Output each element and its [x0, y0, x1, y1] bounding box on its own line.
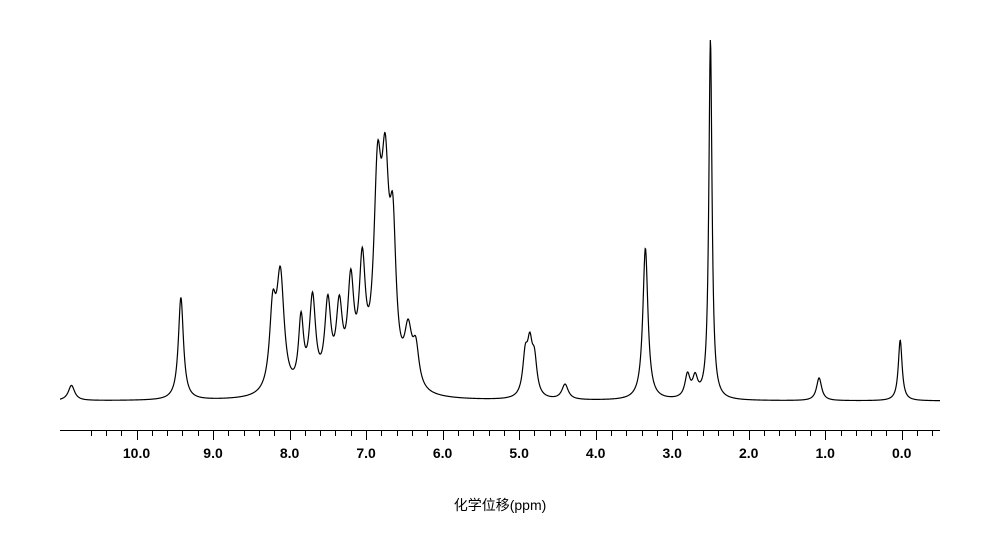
minor-tick — [810, 430, 811, 436]
major-tick — [519, 430, 520, 440]
minor-tick — [412, 430, 413, 436]
minor-tick — [718, 430, 719, 436]
major-tick — [596, 430, 597, 440]
major-tick — [825, 430, 826, 440]
minor-tick — [703, 430, 704, 436]
spectrum-svg — [60, 40, 940, 420]
tick-label: 8.0 — [280, 445, 299, 461]
minor-tick — [473, 430, 474, 436]
minor-tick — [351, 430, 352, 436]
minor-tick — [381, 430, 382, 436]
minor-tick — [228, 430, 229, 436]
minor-tick — [198, 430, 199, 436]
tick-label: 2.0 — [739, 445, 758, 461]
minor-tick — [320, 430, 321, 436]
minor-tick — [733, 430, 734, 436]
x-axis: 0.0 1.0 2.0 3.0 4.0 5.0 6.0 7.0 8.0 9.0 10.0 — [60, 430, 940, 480]
minor-tick — [642, 430, 643, 436]
minor-tick — [534, 430, 535, 436]
tick-label: 10.0 — [123, 445, 150, 461]
major-tick — [672, 430, 673, 440]
minor-tick — [305, 430, 306, 436]
tick-label: 4.0 — [586, 445, 605, 461]
major-tick — [137, 430, 138, 440]
major-tick — [213, 430, 214, 440]
tick-label: 6.0 — [433, 445, 452, 461]
minor-tick — [152, 430, 153, 436]
minor-tick — [565, 430, 566, 436]
nmr-chart-container: 0.0 1.0 2.0 3.0 4.0 5.0 6.0 7.0 8.0 9.0 10.0 化学位移(… — [0, 0, 1000, 541]
minor-tick — [764, 430, 765, 436]
minor-tick — [427, 430, 428, 436]
minor-tick — [580, 430, 581, 436]
minor-tick — [489, 430, 490, 436]
major-tick — [749, 430, 750, 440]
minor-tick — [795, 430, 796, 436]
minor-tick — [335, 430, 336, 436]
plot-area — [60, 40, 940, 420]
minor-tick — [274, 430, 275, 436]
major-tick — [902, 430, 903, 440]
tick-label: 7.0 — [356, 445, 375, 461]
major-tick — [366, 430, 367, 440]
minor-tick — [871, 430, 872, 436]
minor-tick — [687, 430, 688, 436]
major-tick — [290, 430, 291, 440]
x-axis-label: 化学位移(ppm) — [454, 495, 547, 515]
spectrum-line — [60, 40, 940, 401]
minor-tick — [458, 430, 459, 436]
tick-label: 1.0 — [815, 445, 834, 461]
tick-label: 5.0 — [509, 445, 528, 461]
minor-tick — [856, 430, 857, 436]
tick-label: 9.0 — [203, 445, 222, 461]
minor-tick — [167, 430, 168, 436]
minor-tick — [244, 430, 245, 436]
minor-tick — [259, 430, 260, 436]
major-tick — [443, 430, 444, 440]
minor-tick — [182, 430, 183, 436]
minor-tick — [397, 430, 398, 436]
minor-tick — [504, 430, 505, 436]
minor-tick — [626, 430, 627, 436]
minor-tick — [886, 430, 887, 436]
tick-label: 3.0 — [662, 445, 681, 461]
minor-tick — [841, 430, 842, 436]
minor-tick — [779, 430, 780, 436]
minor-tick — [657, 430, 658, 436]
minor-tick — [550, 430, 551, 436]
tick-label: 0.0 — [892, 445, 911, 461]
minor-tick — [611, 430, 612, 436]
